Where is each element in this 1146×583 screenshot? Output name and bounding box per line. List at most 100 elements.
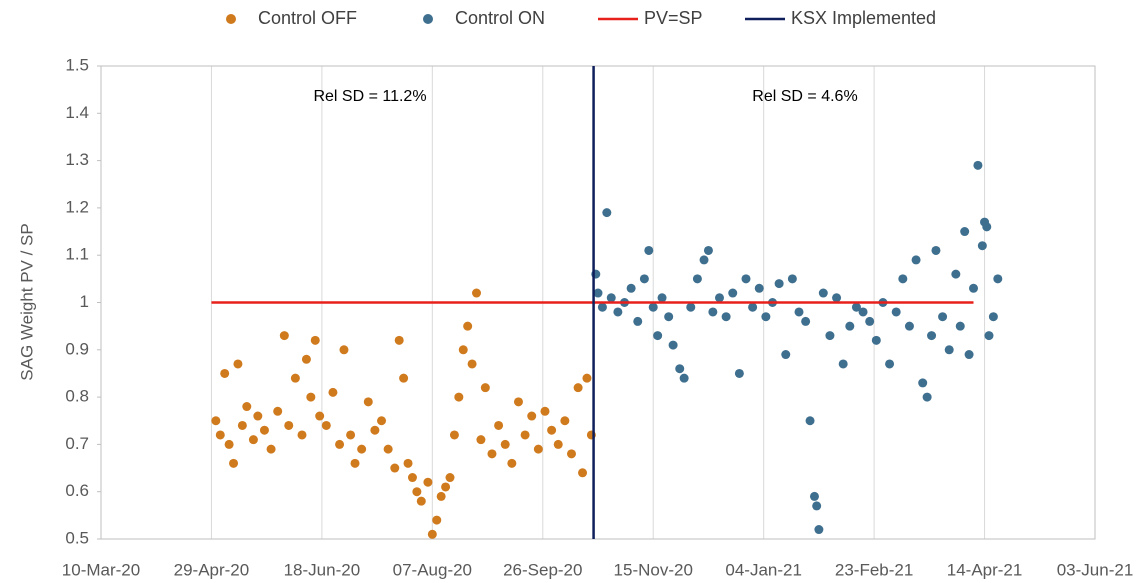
data-point (463, 321, 473, 331)
data-point (578, 468, 588, 478)
data-point (233, 359, 243, 369)
data-point (728, 288, 738, 298)
data-point (891, 307, 901, 317)
data-point (487, 449, 497, 459)
data-point (527, 411, 537, 421)
data-point (445, 473, 455, 483)
data-point (500, 439, 510, 449)
data-point (871, 335, 881, 345)
data-point (639, 274, 649, 284)
data-point (248, 435, 258, 445)
data-point (407, 473, 417, 483)
x-tick-label: 23-Feb-21 (835, 560, 913, 579)
y-tick-label: 1.5 (65, 55, 89, 74)
data-point (955, 321, 965, 331)
y-tick-label: 0.7 (65, 434, 89, 453)
data-point (242, 402, 252, 412)
data-point (321, 420, 331, 430)
annotation: Rel SD = 4.6% (752, 88, 857, 105)
data-point (898, 274, 908, 284)
data-point (774, 279, 784, 289)
data-point (664, 312, 674, 322)
data-point (838, 359, 848, 369)
data-point (284, 420, 294, 430)
data-point (449, 430, 459, 440)
y-tick-label: 1.2 (65, 197, 89, 216)
data-point (273, 406, 283, 416)
data-point (553, 439, 563, 449)
data-point (215, 430, 225, 440)
legend-marker (226, 14, 236, 24)
data-point (904, 321, 914, 331)
data-point (805, 416, 815, 426)
data-point (969, 283, 979, 293)
data-point (533, 444, 543, 454)
plot-frame (100, 65, 1096, 540)
data-point (794, 307, 804, 317)
data-point (224, 439, 234, 449)
data-point (818, 288, 828, 298)
x-tick-label: 10-Mar-20 (62, 560, 140, 579)
data-point (801, 316, 811, 326)
y-tick-label: 1.3 (65, 150, 89, 169)
data-point (885, 359, 895, 369)
data-point (814, 525, 824, 535)
data-point (383, 444, 393, 454)
data-point (229, 458, 239, 468)
y-tick-label: 0.9 (65, 339, 89, 358)
data-point (377, 416, 387, 426)
data-point (812, 501, 822, 511)
data-point (699, 255, 709, 265)
data-point (520, 430, 530, 440)
y-tick-label: 1.4 (65, 103, 89, 122)
data-point (390, 463, 400, 473)
data-point (357, 444, 367, 454)
data-point (297, 430, 307, 440)
data-point (370, 425, 380, 435)
data-point (692, 274, 702, 284)
data-point (394, 335, 404, 345)
data-point (648, 302, 658, 312)
data-point (832, 293, 842, 303)
data-point (977, 241, 987, 251)
data-point (938, 312, 948, 322)
data-point (960, 227, 970, 237)
x-tick-label: 07-Aug-20 (393, 560, 472, 579)
x-tick-label: 04-Jan-21 (725, 560, 802, 579)
data-point (335, 439, 345, 449)
data-point (951, 269, 961, 279)
data-point (927, 331, 937, 341)
legend-label: PV=SP (644, 8, 703, 28)
data-point (851, 302, 861, 312)
data-point (982, 222, 992, 232)
y-tick-label: 1.1 (65, 245, 89, 264)
data-point (918, 378, 928, 388)
data-point (988, 312, 998, 322)
data-point (721, 312, 731, 322)
x-tick-label: 03-Jun-21 (1057, 560, 1134, 579)
data-point (973, 160, 983, 170)
data-point (266, 444, 276, 454)
data-point (290, 373, 300, 383)
data-point (675, 364, 685, 374)
data-point (754, 283, 764, 293)
data-point (350, 458, 360, 468)
data-point (865, 316, 875, 326)
data-point (714, 293, 724, 303)
data-point (911, 255, 921, 265)
legend-label: Control ON (455, 8, 545, 28)
data-point (809, 491, 819, 501)
data-point (566, 449, 576, 459)
x-tick-label: 18-Jun-20 (284, 560, 361, 579)
data-point (412, 487, 422, 497)
data-point (441, 482, 451, 492)
data-point (748, 302, 758, 312)
y-tick-label: 1 (80, 292, 89, 311)
data-point (679, 373, 689, 383)
data-point (653, 331, 663, 341)
data-point (494, 420, 504, 430)
data-point (423, 477, 433, 487)
data-point (211, 416, 221, 426)
data-point (787, 274, 797, 284)
